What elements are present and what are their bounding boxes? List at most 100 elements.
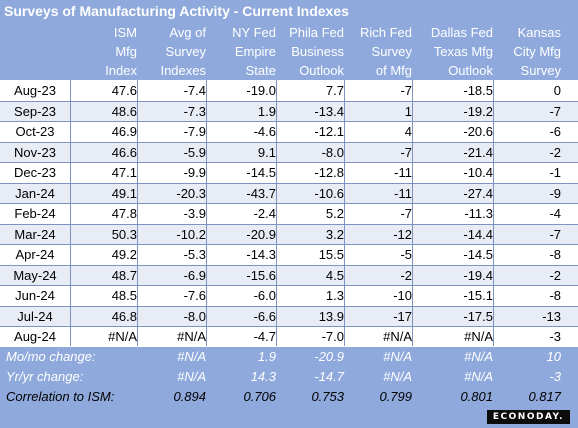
table-cell: -14.3 (246, 247, 276, 262)
row-label: Sep-23 (14, 103, 56, 119)
row-label: Oct-23 (15, 124, 55, 139)
footer-cell: #N/A (177, 349, 206, 364)
table-cell: -7 (400, 83, 412, 98)
table-cell: 5.2 (325, 206, 344, 221)
table-cell: -4.6 (253, 124, 276, 139)
table-cell: 46.8 (111, 308, 137, 324)
table-cell: -8 (549, 288, 561, 303)
table-cell: -6.0 (253, 288, 276, 303)
table-cell: -12.1 (314, 124, 344, 139)
footer-label: Yr/yr change: (6, 369, 84, 384)
table-cell: -8.0 (183, 308, 206, 324)
table-cell: -10.2 (176, 226, 206, 242)
table-cell: -8 (549, 247, 561, 262)
table-cell: -3.9 (183, 206, 206, 221)
table-cell: 48.6 (111, 103, 137, 119)
footer-cell: 0.799 (379, 389, 412, 404)
table-cell: 49.1 (111, 185, 137, 201)
table-cell: -2.4 (253, 206, 276, 221)
row-label: Aug-23 (14, 83, 56, 98)
table-cell: -17 (393, 308, 412, 324)
row-divider (0, 100, 578, 102)
column-divider (412, 80, 413, 346)
table-cell: -20.9 (246, 226, 276, 242)
table-cell: -18.5 (463, 83, 493, 98)
footer-band (0, 407, 578, 428)
row-label: Nov-23 (14, 144, 56, 160)
row-label: Apr-24 (15, 247, 55, 262)
footer-cell: #N/A (177, 369, 206, 384)
table-row: Jan-24 49.1 -20.3 -43.7 -10.6 -11 -27.4 -9 (0, 183, 578, 204)
table-cell: 47.8 (111, 206, 137, 221)
table-row: Dec-23 47.1 -9.9 -14.5 -12.8 -11 -10.4 -1 (0, 163, 578, 184)
table-cell: 1.9 (257, 103, 276, 119)
table-cell: -3 (549, 329, 561, 344)
table-row: Apr-24 49.2 -5.3 -14.3 15.5 -5 -14.5 -8 (0, 245, 578, 266)
table-cell: -7 (400, 144, 412, 160)
footer-cell: -14.7 (314, 369, 344, 384)
table-cell: -20.3 (176, 185, 206, 201)
table-cell: -7.4 (183, 83, 206, 98)
footer-cell: 0.894 (173, 389, 206, 404)
table-cell: 1.3 (325, 288, 344, 303)
table-row: Nov-23 46.6 -5.9 9.1 -8.0 -7 -21.4 -2 (0, 142, 578, 163)
column-divider (276, 80, 277, 346)
footer-cell: 0.753 (311, 389, 344, 404)
table-cell: -12.8 (314, 165, 344, 180)
footer-cell: #N/A (383, 369, 412, 384)
table-row: May-24 48.7 -6.9 -15.6 4.5 -2 -19.4 -2 (0, 265, 578, 286)
table-cell: 4 (404, 124, 412, 139)
table-cell: -7 (549, 103, 561, 119)
row-divider (0, 264, 578, 266)
column-header: Dallas Fed Texas Mfg Outlook (430, 25, 493, 78)
table-cell: -1 (549, 165, 561, 180)
footer-cell: 0.801 (460, 389, 493, 404)
row-divider (0, 182, 578, 184)
column-divider (70, 80, 71, 346)
table-cell: 1 (404, 103, 412, 119)
table-cell: -15.1 (463, 288, 493, 303)
mom-change-row: Mo/mo change: #N/A 1.9 -20.9 #N/A #N/A 10 (0, 347, 578, 367)
table-cell: -11.3 (464, 206, 493, 221)
row-label: Jul-24 (17, 308, 53, 324)
table-cell: -27.4 (463, 185, 493, 201)
row-label: Aug-24 (14, 329, 56, 344)
column-header: Rich Fed Survey of Mfg (359, 25, 412, 78)
footer-cell: 0.706 (243, 389, 276, 404)
table-cell: -17.5 (463, 308, 493, 324)
table-cell: -7.9 (183, 124, 206, 139)
table-row: Jun-24 48.5 -7.6 -6.0 1.3 -10 -15.1 -8 (0, 286, 578, 307)
table-cell: -43.7 (246, 185, 276, 201)
table-row: Aug-23 47.6 -7.4 -19.0 7.7 -7 -18.5 0 (0, 81, 578, 102)
table-cell: 47.6 (111, 83, 137, 98)
row-divider (0, 141, 578, 143)
table-cell: -7.6 (183, 288, 206, 303)
table-cell: 49.2 (111, 247, 137, 262)
table-cell: -6.9 (183, 267, 206, 283)
table-row: Sep-23 48.6 -7.3 1.9 -13.4 1 -19.2 -7 (0, 101, 578, 122)
column-header: Phila Fed Business Outlook (289, 25, 344, 78)
row-divider (0, 223, 578, 225)
table-cell: -4.7 (253, 329, 276, 344)
table-cell: -8.0 (321, 144, 344, 160)
table-cell: -10.6 (314, 185, 344, 201)
footer-cell: -3 (549, 369, 561, 384)
footer-label: Correlation to ISM: (6, 389, 115, 404)
table-cell: -2 (549, 267, 561, 283)
table-cell: 48.7 (111, 267, 137, 283)
footer-cell: 0.817 (528, 389, 561, 404)
table-cell: 9.1 (257, 144, 276, 160)
row-label: Mar-24 (14, 226, 56, 242)
table-cell: 4.5 (325, 267, 344, 283)
table-title: Surveys of Manufacturing Activity - Curr… (0, 0, 578, 22)
footer-cell: 14.3 (250, 369, 276, 384)
column-header: Kansas City Mfg Survey (513, 25, 561, 78)
table-cell: -19.2 (463, 103, 493, 119)
column-divider (206, 80, 207, 346)
table-cell: -5.9 (183, 144, 206, 160)
table-cell: #N/A (177, 329, 206, 344)
table-cell: 0 (553, 83, 561, 98)
column-header: Avg of Survey Indexes (160, 25, 206, 78)
econoday-logo: ECONODAY. (486, 410, 570, 424)
